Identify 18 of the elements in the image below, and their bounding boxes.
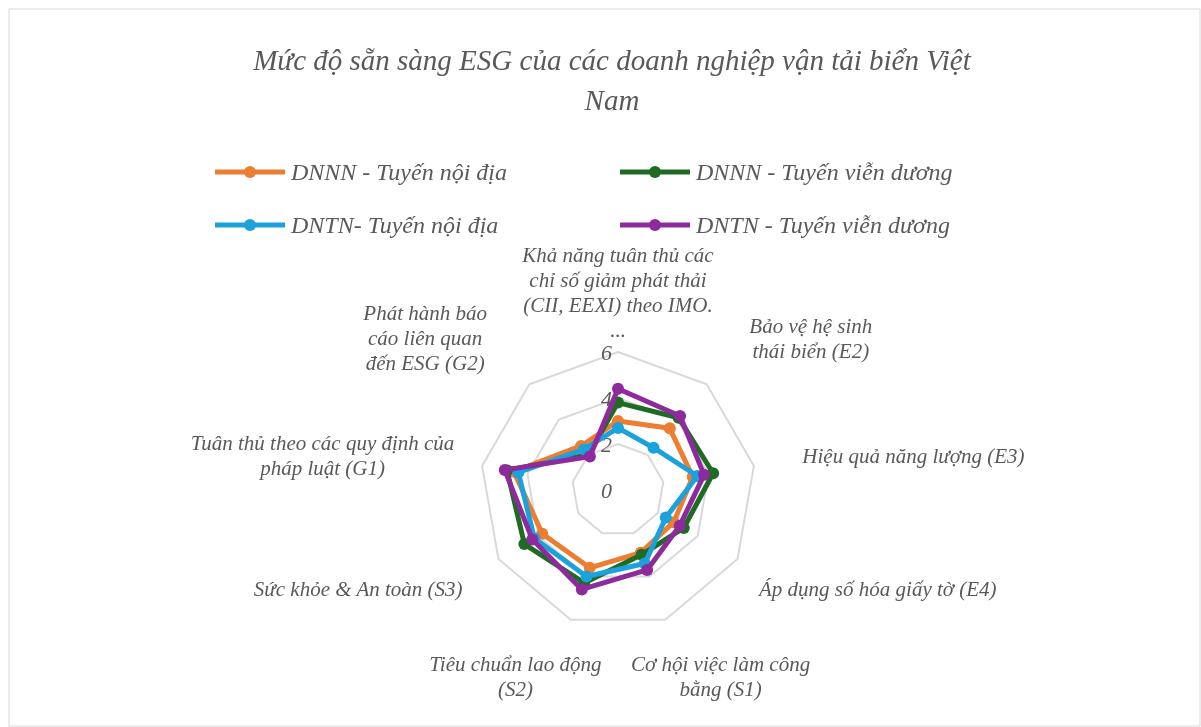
y-tick-label: 0 — [601, 478, 612, 503]
y-tick-label: 4 — [601, 386, 612, 411]
spoke-label: Áp dụng số hóa giấy tờ (E4) — [757, 577, 997, 601]
legend-label: DNNN - Tuyến viễn dương — [695, 159, 953, 185]
legend-label: DNTN - Tuyến viễn dương — [695, 212, 950, 238]
spoke-label: Hiệu quả năng lượng (E3) — [801, 443, 1025, 468]
y-tick-label: 6 — [601, 340, 612, 365]
chart-title: Mức độ sẵn sàng ESG của các doanh nghiệp vận tải biển Việt Nam — [252, 44, 972, 116]
spoke-label: Tiêu chuẩn lao động (S2) — [429, 651, 602, 701]
spoke-label: Bảo vệ hệ sinh thái biển (E2) — [749, 313, 873, 363]
y-tick-label: 2 — [601, 432, 612, 457]
spoke-label: Tuân thủ theo các quy định của pháp luật (G1) — [190, 431, 455, 481]
spoke-label: Cơ hội việc làm công bằng (S1) — [631, 651, 811, 701]
legend-label: DNTN- Tuyến nội địa — [290, 212, 499, 238]
spoke-label: Phát hành báo cáo liên quan đến ESG (G2) — [362, 301, 487, 376]
spoke-label: Khả năng tuân thủ các chỉ số giảm phát thải (CII, EEXI) theo IMO. ... — [521, 242, 715, 342]
spoke-label: Sức khỏe & An toàn (S3) — [253, 577, 463, 601]
legend-label: DNNN - Tuyến nội địa — [290, 159, 508, 185]
